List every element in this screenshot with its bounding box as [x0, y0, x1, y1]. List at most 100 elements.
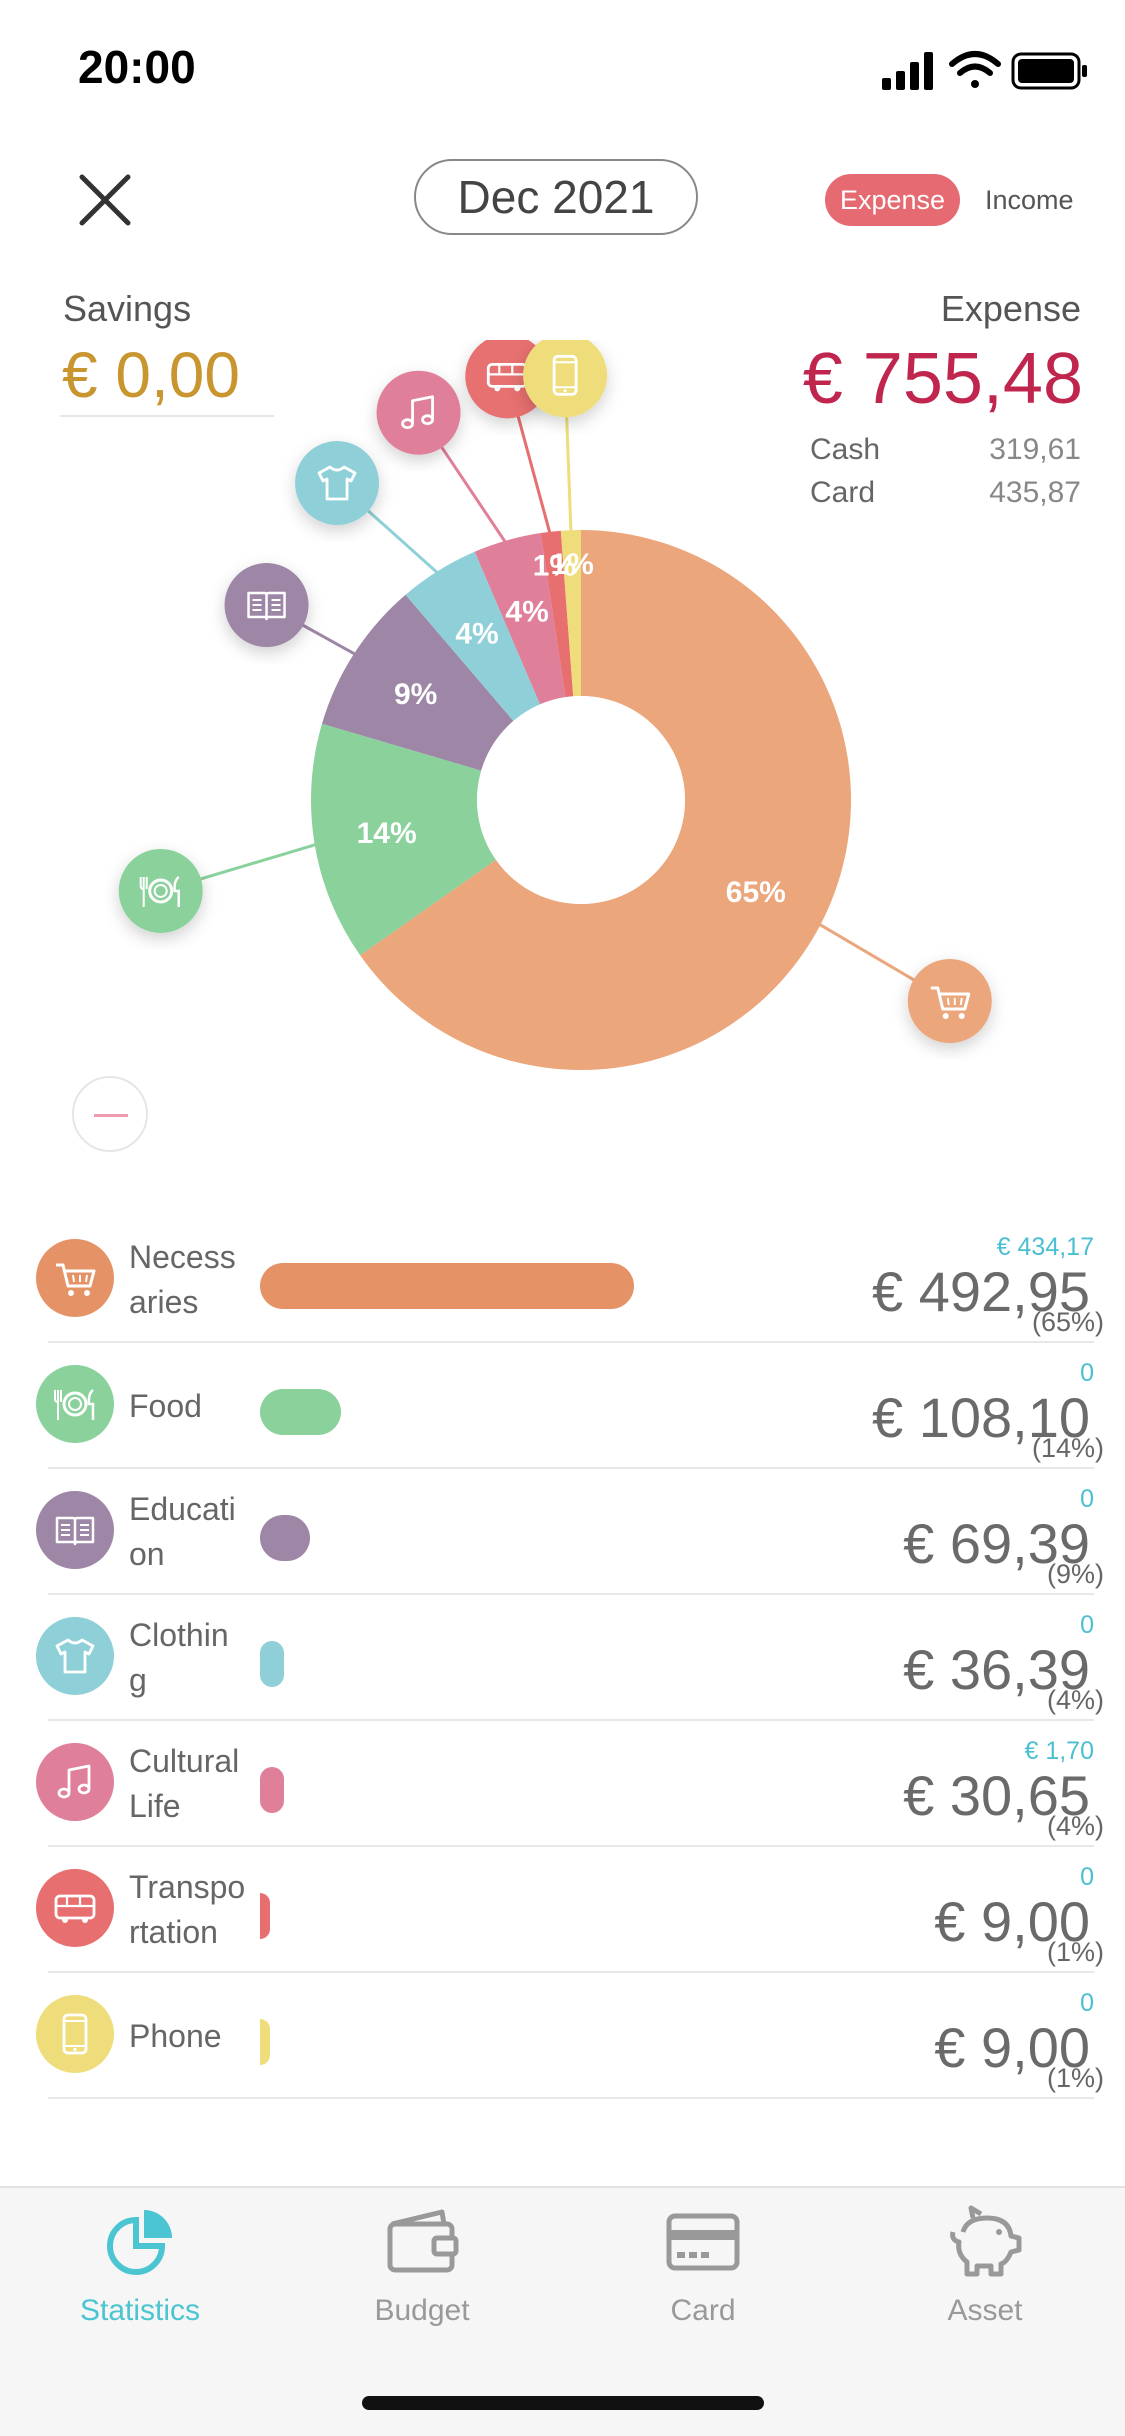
cash-label: Cash	[810, 433, 881, 466]
savings-value: € 0,00	[62, 339, 240, 411]
slice-percent-label: 1%	[550, 548, 593, 581]
expense-toggle[interactable]: Expense	[825, 174, 960, 226]
category-budget: 0	[1080, 1989, 1094, 2017]
category-amount: € 30,65	[903, 1764, 1090, 1827]
category-bar	[260, 1263, 634, 1309]
savings-label: Savings	[63, 288, 192, 329]
callout-icon-glyph	[552, 354, 578, 396]
slice-percent-label: 9%	[394, 678, 437, 711]
callout-icon-glyph	[317, 465, 357, 501]
wallet-icon	[387, 2209, 459, 2273]
donut-slice[interactable]	[474, 533, 566, 705]
music-icon[interactable]	[376, 370, 461, 455]
slice-percent-label: 65%	[726, 876, 786, 909]
category-name: Clothin g	[129, 1617, 229, 1698]
category-budget: 0	[1080, 1359, 1094, 1387]
savings-divider	[60, 415, 274, 417]
expense-label: Expense	[940, 288, 1081, 329]
tab-statistics[interactable]: Statistics	[40, 2202, 240, 2342]
status-icons	[882, 51, 1087, 90]
row-divider	[48, 1971, 1094, 1973]
cart-icon[interactable]	[907, 959, 992, 1044]
donut-slice[interactable]	[405, 551, 541, 721]
piggy-bank-icon	[950, 2205, 1022, 2277]
donut-hole	[477, 696, 685, 904]
category-amount: € 492,95	[872, 1260, 1090, 1323]
slice-percent-label: 4%	[455, 618, 498, 651]
category-bar	[260, 2019, 270, 2065]
expense-donut-chart[interactable]: 65%14%9%4%4%1%1%	[0, 340, 1125, 1130]
wifi-icon	[949, 51, 1001, 88]
category-name: Phone	[129, 2017, 222, 2054]
donut-slice[interactable]	[311, 723, 496, 956]
expense-total: € 755,48	[802, 339, 1083, 419]
donut-slice[interactable]	[560, 530, 581, 697]
tab-card[interactable]: Card	[603, 2202, 803, 2342]
category-amount: € 9,00	[934, 2016, 1090, 2079]
category-row[interactable]: Clothin g 0 € 36,39 (4%)	[36, 1595, 1104, 1721]
category-percent: (4%)	[1046, 1685, 1104, 1715]
book-icon	[36, 1491, 114, 1569]
phone-icon[interactable]	[523, 340, 608, 418]
bus-icon	[36, 1869, 114, 1947]
category-budget: 0	[1080, 1485, 1094, 1513]
category-percent: (4%)	[1046, 1811, 1104, 1841]
tab-label: Budget	[374, 2294, 470, 2327]
tab-label: Statistics	[79, 2294, 201, 2327]
collapse-button[interactable]	[72, 1076, 148, 1152]
close-icon[interactable]	[70, 165, 140, 235]
category-percent: (14%)	[1031, 1433, 1104, 1463]
tab-bar: Statistics Budget Card Asset	[0, 2186, 1125, 2436]
category-budget: 0	[1080, 1863, 1094, 1891]
signal-icon	[882, 52, 933, 90]
category-amount: € 69,39	[903, 1512, 1090, 1575]
battery-icon	[1011, 52, 1087, 90]
category-budget: € 434,17	[996, 1233, 1094, 1261]
category-percent: (65%)	[1031, 1307, 1104, 1337]
phone-icon	[36, 1995, 114, 2073]
category-budget: 0	[1080, 1611, 1094, 1639]
category-name: Necess aries	[129, 1239, 236, 1320]
plate-icon[interactable]	[118, 848, 203, 933]
callout-icon-glyph	[930, 986, 971, 1020]
category-amount: € 9,00	[934, 1890, 1090, 1953]
donut-slice[interactable]	[540, 530, 574, 698]
cash-value: 319,61	[989, 433, 1081, 466]
tab-budget[interactable]: Budget	[322, 2202, 522, 2342]
row-divider	[48, 1467, 1094, 1469]
status-time: 20:00	[78, 41, 196, 93]
income-toggle[interactable]: Income	[985, 185, 1074, 215]
category-row[interactable]: Necess aries € 434,17 € 492,95 (65%)	[36, 1217, 1104, 1343]
category-row[interactable]: Transpo rtation 0 € 9,00 (1%)	[36, 1847, 1104, 1973]
category-row[interactable]: Food 0 € 108,10 (14%)	[36, 1343, 1104, 1469]
category-bar	[260, 1893, 270, 1939]
tab-label: Asset	[947, 2294, 1023, 2327]
row-divider	[48, 1341, 1094, 1343]
month-selector[interactable]: Dec 2021	[414, 159, 698, 235]
category-row[interactable]: Phone 0 € 9,00 (1%)	[36, 1973, 1104, 2099]
category-bar	[260, 1641, 284, 1687]
row-divider	[48, 2097, 1094, 2099]
category-amount: € 108,10	[872, 1386, 1090, 1449]
pie-chart-icon	[107, 2210, 172, 2275]
category-percent: (9%)	[1046, 1559, 1104, 1589]
card-value: 435,87	[989, 476, 1081, 509]
tab-asset[interactable]: Asset	[885, 2202, 1085, 2342]
row-divider	[48, 1593, 1094, 1595]
category-bar	[260, 1389, 341, 1435]
category-percent: (1%)	[1046, 2063, 1104, 2093]
category-row[interactable]: Educati on 0 € 69,39 (9%)	[36, 1469, 1104, 1595]
cart-icon	[36, 1239, 114, 1317]
donut-slice[interactable]	[322, 594, 514, 771]
slice-percent-label: 14%	[357, 817, 417, 850]
category-percent: (1%)	[1046, 1937, 1104, 1967]
category-name: Cultural Life	[129, 1743, 240, 1824]
shirt-icon[interactable]	[295, 441, 380, 526]
music-icon	[36, 1743, 114, 1821]
home-indicator	[362, 2396, 764, 2410]
category-bar	[260, 1767, 284, 1813]
row-divider	[48, 1845, 1094, 1847]
donut-slice[interactable]	[360, 530, 851, 1070]
slice-percent-label: 1%	[533, 549, 576, 582]
category-row[interactable]: Cultural Life € 1,70 € 30,65 (4%)	[36, 1721, 1104, 1847]
